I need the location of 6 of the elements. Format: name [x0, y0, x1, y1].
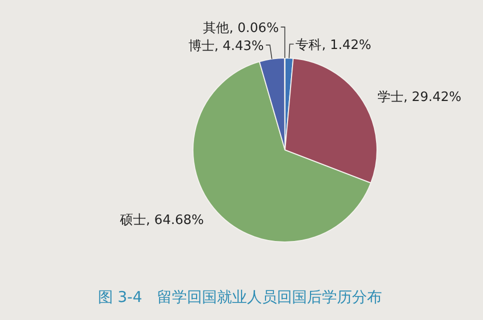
slice-label: 硕士, 64.68% — [119, 213, 204, 228]
slice-label: 学士, 29.42% — [378, 90, 462, 106]
slice-label: 专科, 1.42% — [296, 38, 372, 54]
slice-label: 博士, 4.43% — [188, 39, 264, 54]
text: 图 3-4 留学回国就业人员回国后学历分布 — [98, 288, 382, 306]
slice-label: 其他, 0.06% — [203, 21, 279, 36]
